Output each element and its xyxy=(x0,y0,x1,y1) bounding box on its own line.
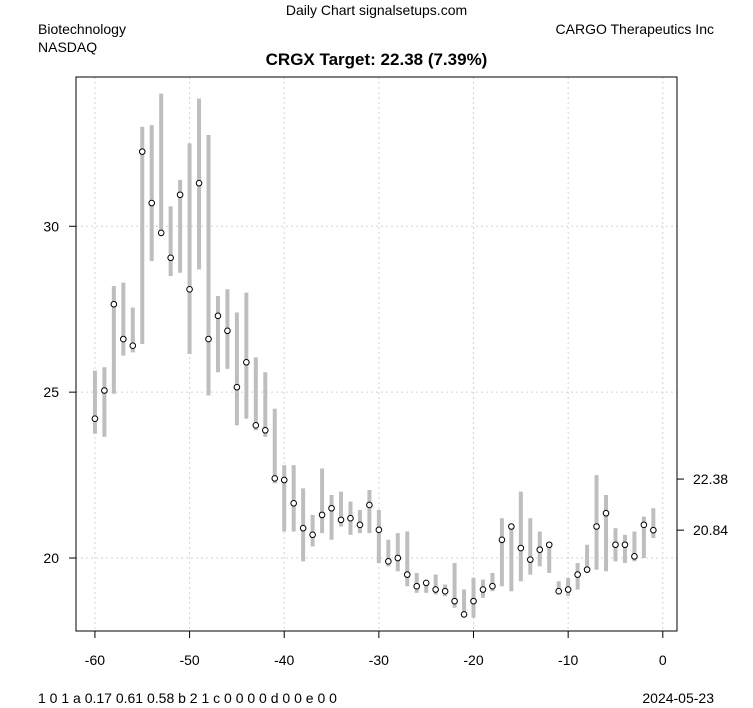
x-tick-label: -10 xyxy=(558,652,578,668)
right-tick-label: 20.84 xyxy=(693,522,728,538)
close-point xyxy=(101,387,108,394)
close-point xyxy=(299,524,307,532)
close-point xyxy=(366,501,373,509)
close-point xyxy=(110,300,118,308)
close-point xyxy=(413,582,421,590)
sector-label: Biotechnology xyxy=(38,21,126,37)
right-tick-label: 22.38 xyxy=(693,471,728,487)
close-point xyxy=(261,426,269,434)
close-point xyxy=(631,553,638,560)
close-point xyxy=(422,579,430,587)
close-point xyxy=(356,521,364,529)
close-point xyxy=(252,422,260,429)
close-point xyxy=(498,536,506,544)
close-point xyxy=(508,523,515,530)
site-title: Daily Chart signalsetups.com xyxy=(285,2,468,18)
close-point xyxy=(394,554,402,562)
close-point xyxy=(91,415,99,422)
chart-date: 2024-05-23 xyxy=(642,690,714,706)
y-tick-label: 30 xyxy=(43,218,59,234)
x-tick-label: -60 xyxy=(85,652,105,668)
close-point xyxy=(195,179,203,187)
y-tick-label: 25 xyxy=(43,384,59,400)
close-point xyxy=(517,544,525,552)
close-point xyxy=(545,541,553,549)
chart-title: CRGX Target: 22.38 (7.39%) xyxy=(265,50,488,69)
x-tick-label: -50 xyxy=(179,652,199,668)
close-point xyxy=(460,611,468,618)
plot-frame xyxy=(75,76,678,632)
close-point xyxy=(224,327,231,335)
x-tick-label: 0 xyxy=(659,652,667,668)
close-point xyxy=(593,523,600,530)
close-point xyxy=(280,476,288,484)
close-point xyxy=(564,586,572,593)
x-tick-label: -20 xyxy=(463,652,483,668)
close-point xyxy=(479,586,487,593)
grid-lines xyxy=(76,77,677,631)
close-point xyxy=(328,504,335,512)
right-axis: 22.38 20.84 xyxy=(677,471,728,538)
close-point xyxy=(347,514,354,522)
close-point xyxy=(583,566,591,573)
close-point xyxy=(214,312,222,320)
close-point xyxy=(536,546,544,554)
close-point xyxy=(233,383,241,391)
range-bars xyxy=(92,93,656,618)
close-point xyxy=(470,597,477,605)
company-name: CARGO Therapeutics Inc xyxy=(555,21,714,37)
close-point xyxy=(157,229,165,237)
close-point xyxy=(271,475,279,482)
close-point xyxy=(375,526,383,534)
close-point xyxy=(451,597,458,605)
close-points xyxy=(91,148,657,618)
close-point xyxy=(120,335,127,343)
close-point xyxy=(432,586,439,593)
close-point xyxy=(309,531,316,539)
close-point xyxy=(138,148,146,155)
close-point xyxy=(574,571,581,578)
close-point xyxy=(640,521,648,529)
close-point xyxy=(602,509,610,517)
close-point xyxy=(129,342,137,350)
x-axis: -60 -50 -40 -30 -20 -10 0 xyxy=(85,631,667,668)
close-point xyxy=(489,582,496,590)
close-point xyxy=(612,541,619,549)
x-tick-label: -40 xyxy=(274,652,294,668)
close-point xyxy=(167,254,174,262)
y-tick-label: 20 xyxy=(43,550,59,566)
parameter-string: 1 0 1 a 0.17 0.61 0.58 b 2 1 c 0 0 0 0 d… xyxy=(38,690,337,706)
close-point xyxy=(441,587,449,595)
close-point xyxy=(176,191,184,199)
close-point xyxy=(385,558,392,565)
close-point xyxy=(555,587,562,595)
close-point xyxy=(318,511,326,519)
close-point xyxy=(650,526,657,534)
close-point xyxy=(526,556,534,563)
x-tick-label: -30 xyxy=(369,652,389,668)
close-point xyxy=(148,199,156,207)
close-point xyxy=(243,358,250,366)
exchange-label: NASDAQ xyxy=(38,39,98,55)
close-point xyxy=(290,499,297,507)
close-point xyxy=(403,571,411,578)
close-point xyxy=(186,286,193,293)
close-point xyxy=(337,516,345,524)
close-point xyxy=(621,541,629,549)
close-point xyxy=(205,335,212,343)
y-axis: 20 25 30 xyxy=(43,218,76,566)
